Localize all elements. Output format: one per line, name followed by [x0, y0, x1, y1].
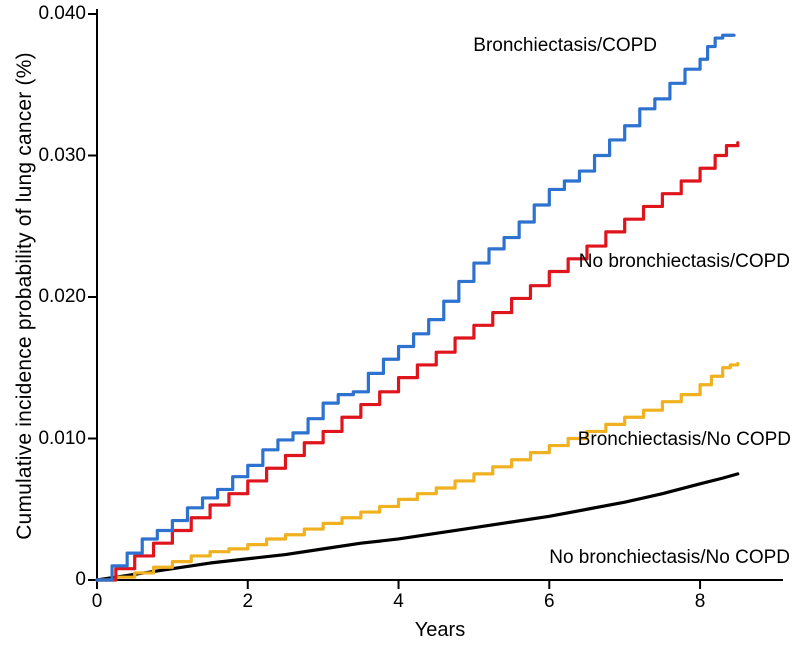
x-axis-title: Years: [414, 619, 466, 641]
curve-bronchiectasis-no-copd: [95, 361, 740, 582]
y-tick-label-0.040: 0.040: [38, 3, 86, 24]
y-tick-label-0.030: 0.030: [38, 144, 86, 166]
y-tick-label-0: 0: [75, 569, 86, 590]
x-tick-label-4: 4: [393, 591, 404, 612]
y-tick-label-0.020: 0.020: [38, 286, 86, 307]
series-label-bronchiectasis-no-copd: Bronchiectasis/No COPD: [577, 429, 791, 450]
x-tick-label-2: 2: [242, 591, 254, 612]
x-tick-label-0: 0: [91, 591, 103, 612]
series-label-no-bronchiectasis-no-copd: No bronchiectasis/No COPD: [549, 547, 790, 568]
x-tick-label-6: 6: [544, 591, 555, 612]
y-tick-label-0.010: 0.010: [38, 427, 86, 449]
curve-no-bronchiectasis-no-copd: [95, 472, 740, 582]
curve-bronchiectasis-copd: [95, 33, 736, 582]
series-label-no-bronchiectasis-copd: No bronchiectasis/COPD: [578, 251, 790, 272]
x-tick-label-8: 8: [694, 591, 706, 612]
curve-no-bronchiectasis-copd: [95, 141, 740, 582]
series-label-bronchiectasis-copd: Bronchiectasis/COPD: [473, 35, 657, 56]
